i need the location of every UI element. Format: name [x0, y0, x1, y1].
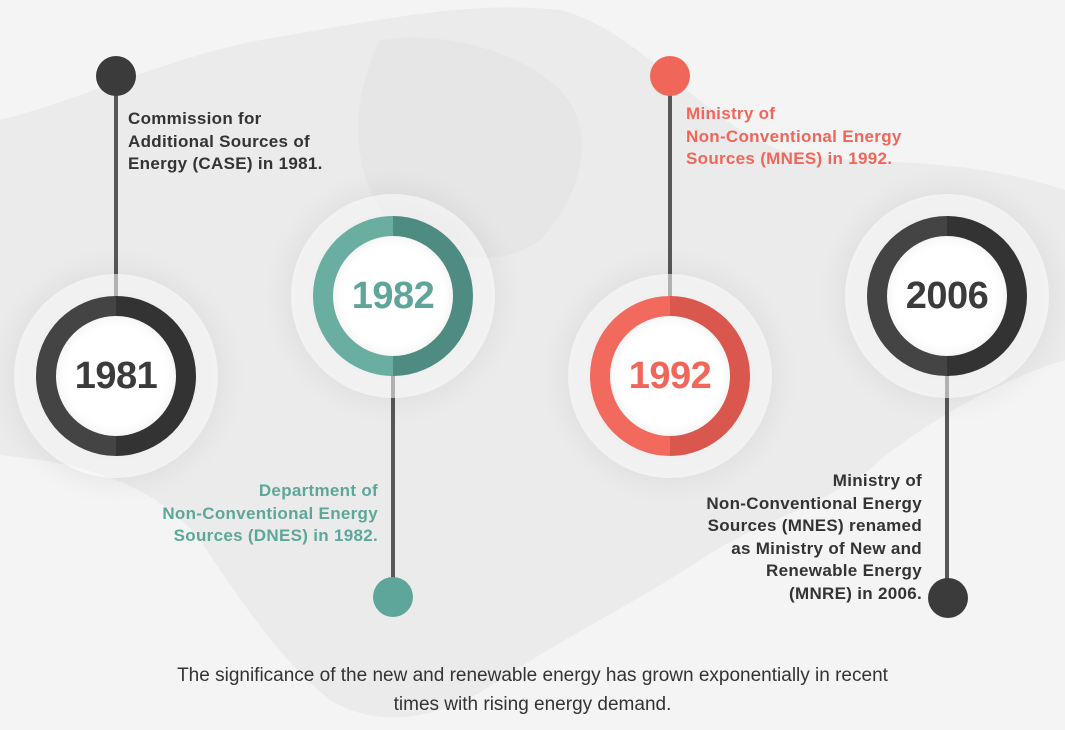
description-line: Department of: [258, 481, 378, 500]
year-ring-1992: 1992: [590, 296, 750, 456]
description-line: Non-Conventional Energy: [706, 493, 922, 513]
timeline-dot-1982: [373, 577, 413, 617]
timeline-dot-1992: [650, 56, 690, 96]
timeline-stem-1981: [114, 76, 118, 316]
milestone-description-1981: Commission for Additional Sources of Ene…: [128, 108, 323, 176]
description-line: (MNRE) in 2006.: [789, 583, 922, 603]
description-line: Sources (MNES) renamed: [707, 516, 922, 535]
description-line: Non-Conventional Energy: [162, 503, 378, 523]
footer-caption: The significance of the new and renewabl…: [60, 661, 1005, 719]
year-ring-inner: 1981: [56, 316, 176, 436]
description-line: Sources (DNES) in 1982.: [173, 526, 378, 545]
description-line: Renewable Energy: [766, 561, 922, 580]
milestone-description-1992: Ministry of Non-Conventional Energy Sour…: [686, 103, 902, 171]
description-line: Energy (CASE) in 1981.: [128, 154, 323, 173]
year-ring-inner: 1982: [333, 236, 453, 356]
year-label-1992: 1992: [628, 354, 712, 397]
map-region-shade: [358, 37, 582, 259]
description-line: as Ministry of New and: [731, 538, 922, 558]
description-line: Additional Sources of: [128, 131, 310, 151]
description-line: Ministry of: [686, 104, 776, 123]
year-ring-inner: 2006: [887, 236, 1007, 356]
year-label-2006: 2006: [905, 274, 989, 317]
description-line: Non-Conventional Energy: [686, 126, 902, 146]
description-line: Commission for: [128, 109, 262, 128]
milestone-description-2006: Ministry of Non-Conventional Energy Sour…: [706, 470, 922, 605]
timeline-dot-1981: [96, 56, 136, 96]
year-ring-1981: 1981: [36, 296, 196, 456]
year-ring-inner: 1992: [610, 316, 730, 436]
year-ring-1982: 1982: [313, 216, 473, 376]
timeline-stem-2006: [945, 370, 949, 598]
timeline-stem-1982: [391, 370, 395, 598]
year-label-1982: 1982: [351, 274, 435, 317]
timeline-stem-1992: [668, 76, 672, 316]
year-label-1981: 1981: [74, 354, 158, 397]
milestone-description-1982: Department of Non-Conventional Energy So…: [162, 480, 378, 548]
india-map-silhouette: [0, 7, 1065, 718]
description-line: Ministry of: [832, 471, 922, 490]
caption-line: The significance of the new and renewabl…: [177, 665, 888, 686]
caption-line: times with rising energy demand.: [393, 694, 672, 715]
description-line: Sources (MNES) in 1992.: [686, 149, 893, 168]
year-ring-2006: 2006: [867, 216, 1027, 376]
timeline-dot-2006: [928, 578, 968, 618]
